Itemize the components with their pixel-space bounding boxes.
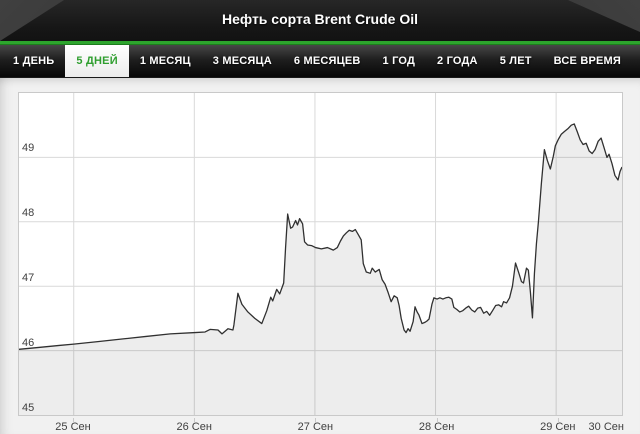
x-axis-tick xyxy=(73,418,74,423)
plot-panel: 45 46 47 48 49 xyxy=(18,92,623,416)
x-axis-label-3: 28 Сен xyxy=(418,421,455,433)
accent-divider xyxy=(0,41,640,45)
x-axis-label-4: 29 Сен xyxy=(540,421,576,433)
page-title: Нефть сорта Brent Crude Oil xyxy=(221,11,418,27)
time-range-tabs: 1 ДЕНЬ 5 ДНЕЙ 1 МЕСЯЦ 3 МЕСЯЦА 6 МЕСЯЦЕВ 1 ГО… xyxy=(0,45,640,78)
tab-range-0[interactable]: 1 ДЕНЬ xyxy=(13,55,55,67)
x-axis-label-5: 30 Сен xyxy=(588,421,624,433)
tab-range-6[interactable]: 2 ГОДА xyxy=(437,55,478,67)
x-axis-label-0: 25 Сен xyxy=(55,421,91,433)
chart-region: 45 46 47 48 49 25 Сен 26 Сен 27 Сен 28 Сен 29 Се… xyxy=(0,78,640,434)
x-axis-tick xyxy=(557,418,559,423)
tab-range-5[interactable]: 1 ГОД xyxy=(382,55,416,67)
title-bar: Нефть сорта Brent Crude Oil xyxy=(0,0,640,41)
tab-range-1[interactable]: 5 ДНЕЙ xyxy=(65,45,129,77)
price-chart xyxy=(19,93,622,415)
y-axis-label-45: 45 xyxy=(22,402,35,414)
x-axis-label-2: 27 Сен xyxy=(297,421,334,433)
y-axis-label-47: 47 xyxy=(22,272,35,284)
y-axis-label-48: 48 xyxy=(22,207,35,219)
tab-range-2[interactable]: 1 МЕСЯЦ xyxy=(139,55,191,67)
y-axis-label-46: 46 xyxy=(22,337,35,349)
tab-range-7[interactable]: 5 ЛЕТ xyxy=(499,55,532,67)
x-axis-tick xyxy=(436,418,438,423)
tab-range-3[interactable]: 3 МЕСЯЦА xyxy=(212,55,272,67)
x-axis-label-1: 26 Сен xyxy=(176,421,212,433)
tab-range-8[interactable]: ВСЕ ВРЕМЯ xyxy=(553,55,622,67)
x-axis-tick xyxy=(315,418,317,423)
area-fill xyxy=(19,123,622,415)
x-axis-tick xyxy=(194,418,196,423)
y-axis-label-49: 49 xyxy=(22,142,35,154)
tab-range-4[interactable]: 6 МЕСЯЦЕВ xyxy=(293,55,361,67)
price-line xyxy=(19,123,622,350)
grid-lines xyxy=(19,93,622,415)
